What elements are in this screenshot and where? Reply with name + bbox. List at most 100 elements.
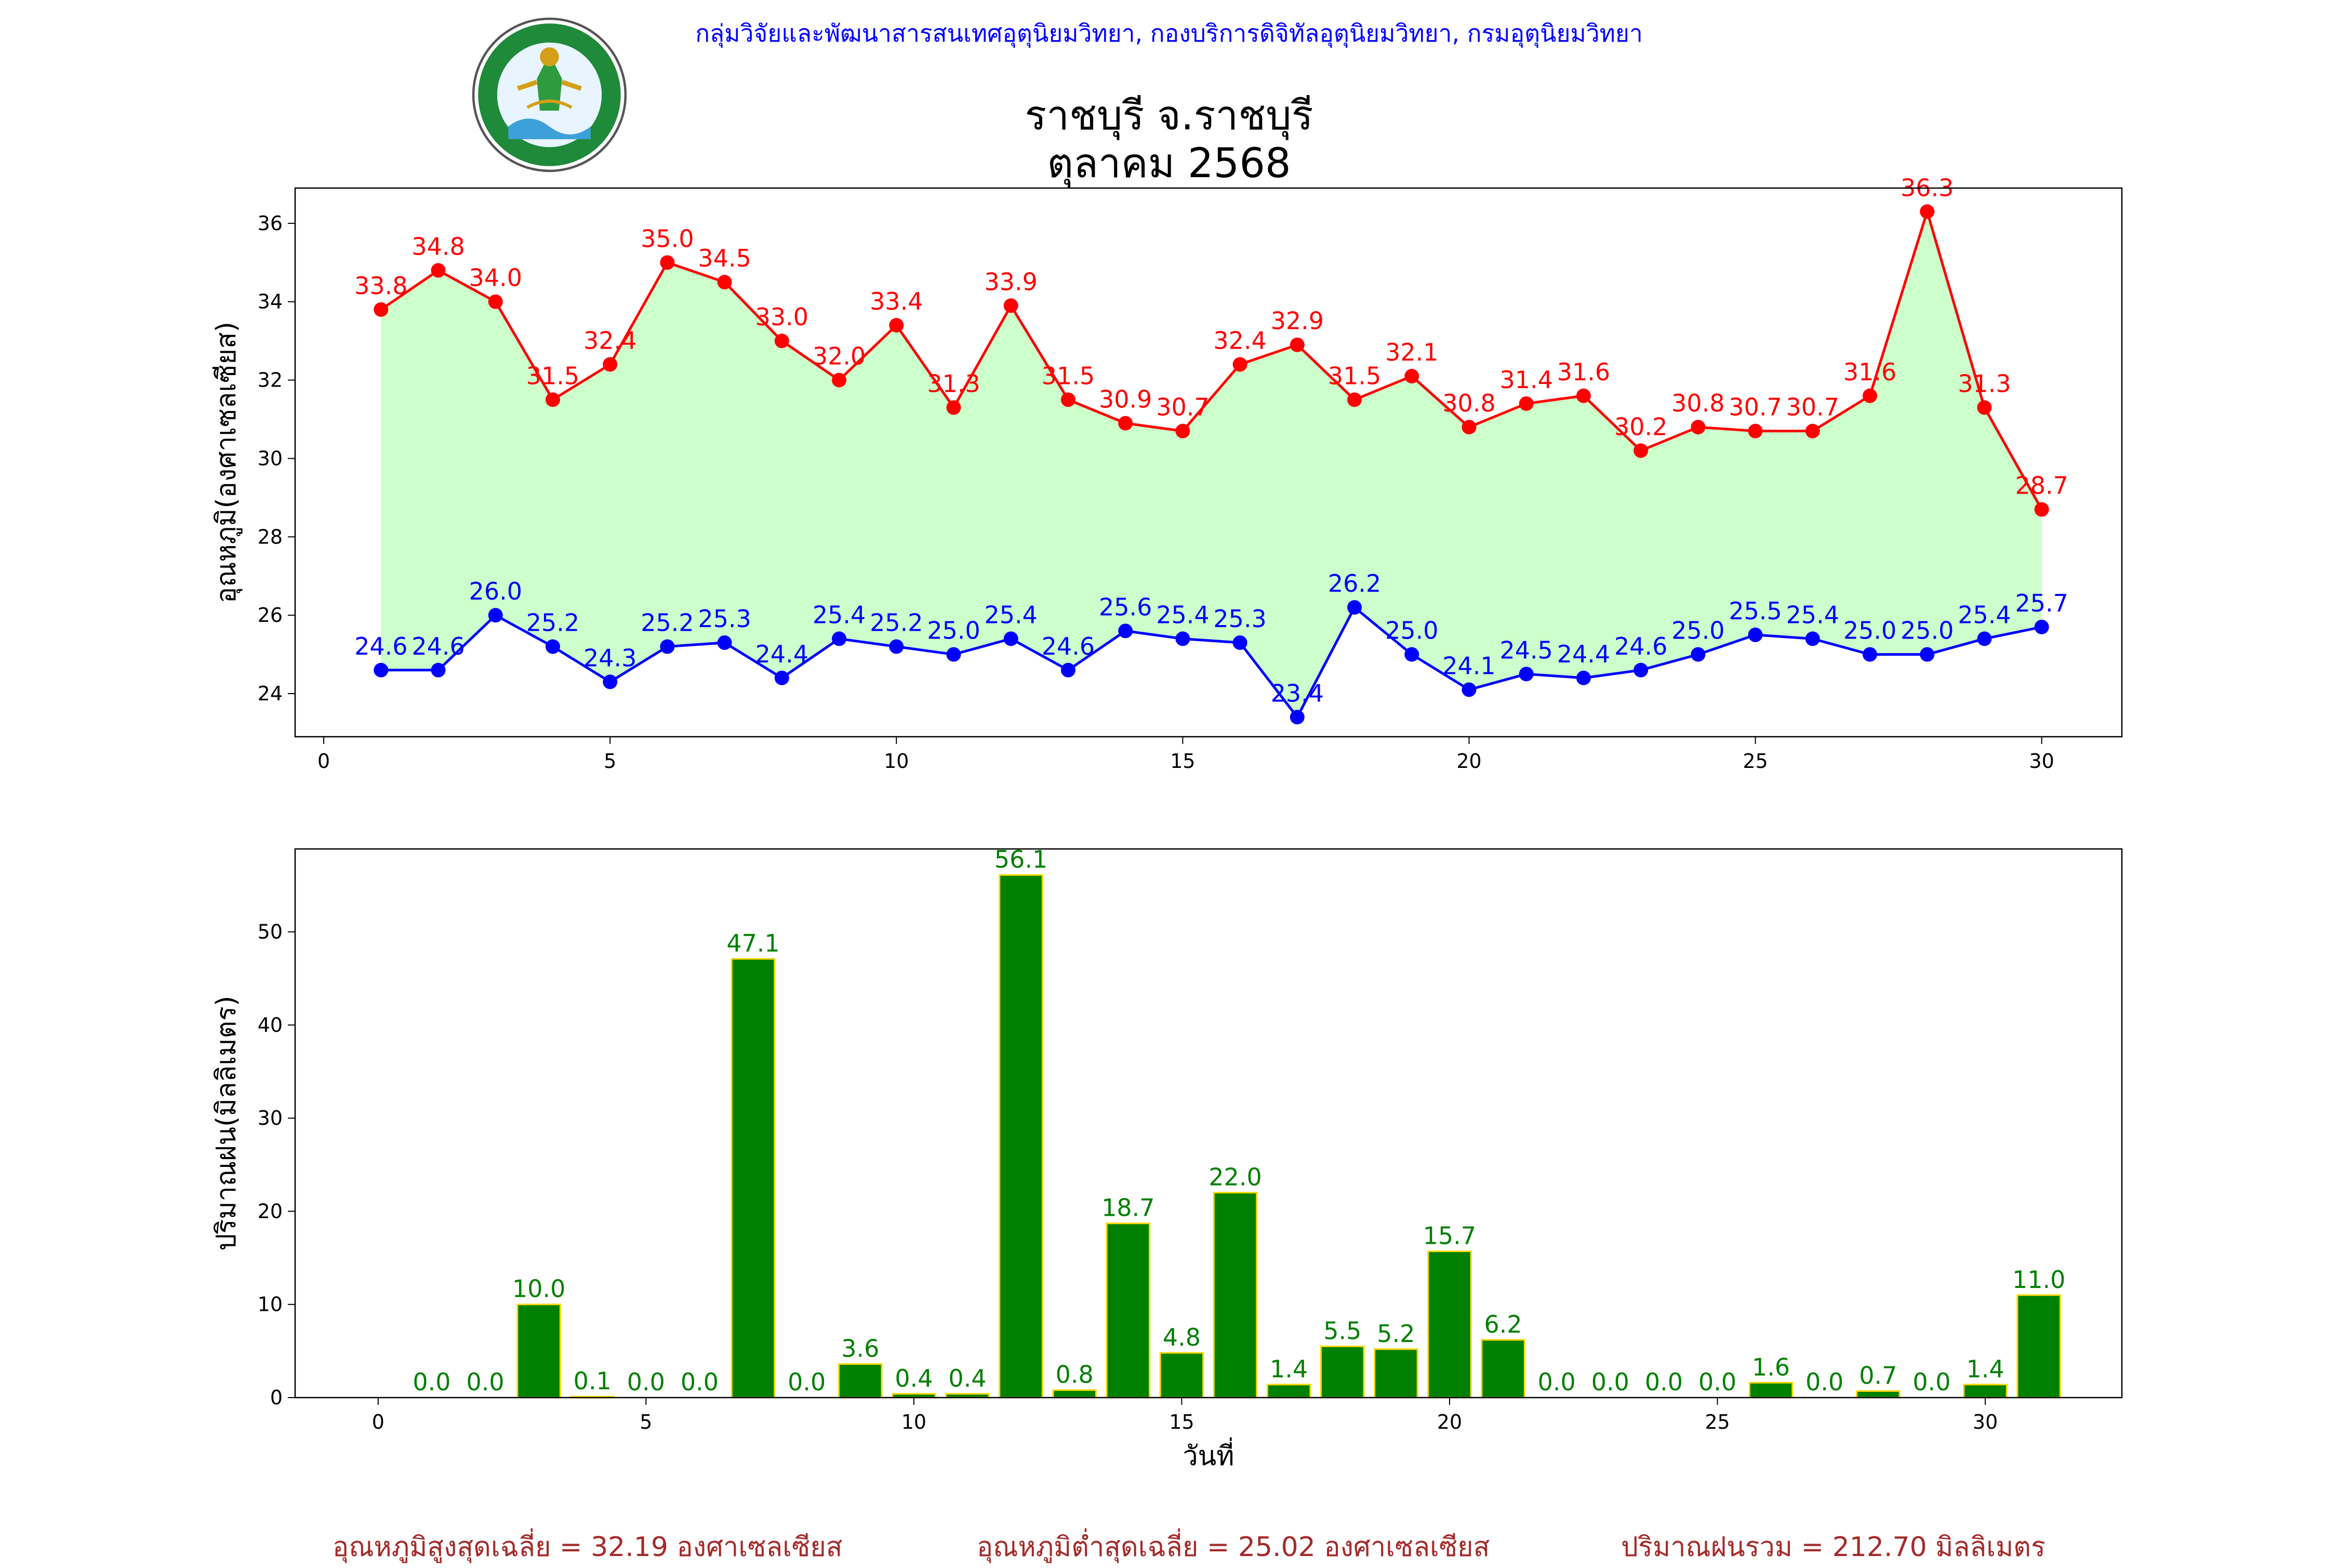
min-temperature-point [1519, 667, 1534, 682]
min-temperature-point [1003, 631, 1018, 646]
max-temperature-point [1290, 337, 1305, 352]
min-temperature-label: 25.0 [1901, 617, 1954, 645]
min-temperature-point [1118, 623, 1133, 639]
min-temperature-label: 26.0 [469, 577, 522, 605]
min-temperature-point [1462, 682, 1477, 697]
rainfall-bar [1748, 1381, 1794, 1399]
max-temperature-label: 30.8 [1442, 389, 1495, 417]
rainfall-x-tick-label: 15 [1169, 1411, 1194, 1433]
max-temperature-label: 34.8 [411, 232, 464, 260]
rainfall-bar [516, 1304, 561, 1399]
rainfall-bar [1320, 1345, 1365, 1399]
max-temperature-label: 33.8 [354, 272, 407, 300]
rainfall-label: 1.6 [1752, 1353, 1790, 1381]
min-temperature-label: 25.7 [2015, 589, 2068, 617]
rainfall-label: 15.7 [1423, 1222, 1476, 1250]
summary-avg-max: อุณหภูมิสูงสุดเฉลี่ย = 32.19 องศาเซลเซีย… [333, 1532, 843, 1563]
min-temperature-label: 25.0 [1671, 617, 1724, 645]
max-temperature-point [1977, 400, 1992, 415]
min-temperature-point [488, 608, 503, 623]
max-temperature-label: 31.5 [526, 362, 579, 390]
max-temperature-point [1462, 420, 1477, 435]
rainfall-label: 0.4 [895, 1364, 933, 1392]
rainfall-bar [1427, 1251, 1472, 1399]
min-temperature-point [1290, 710, 1305, 725]
temperature-range-fill [381, 211, 2042, 717]
rainfall-label: 0.0 [627, 1368, 665, 1396]
max-temperature-point [1920, 204, 1935, 219]
temperature-y-tick-label: 30 [258, 447, 283, 470]
min-temperature-label: 24.4 [755, 640, 808, 668]
temperature-y-tick-label: 24 [258, 682, 283, 705]
rainfall-label: 0.0 [1805, 1368, 1843, 1396]
min-temperature-point [1863, 647, 1878, 662]
rainfall-label: 0.0 [1698, 1368, 1736, 1396]
rainfall-label: 22.0 [1208, 1163, 1261, 1191]
rainfall-y-tick-label: 50 [258, 921, 283, 944]
max-temperature-label: 35.0 [641, 224, 694, 253]
max-temperature-point [660, 255, 675, 270]
max-temperature-label: 34.5 [698, 244, 751, 272]
min-temperature-point [946, 647, 961, 662]
rainfall-label: 1.4 [1966, 1355, 2004, 1383]
min-temperature-label: 25.4 [813, 601, 866, 629]
min-temperature-label: 24.5 [1500, 636, 1553, 664]
min-temperature-line [381, 605, 2042, 720]
max-temperature-label: 32.4 [583, 326, 636, 354]
rainfall-x-tick-label: 10 [901, 1411, 926, 1433]
max-temperature-label: 28.7 [2015, 472, 2068, 500]
max-temperature-label: 30.2 [1614, 413, 1667, 441]
temperature-plot-frame [294, 187, 2123, 738]
max-temperature-point [1576, 388, 1591, 403]
summary-avg-min: อุณหภูมิต่ำสุดเฉลี่ย = 25.02 องศาเซลเซีย… [977, 1532, 1490, 1563]
min-temperature-point [545, 639, 560, 654]
rainfall-bar [1052, 1389, 1097, 1399]
max-temperature-label: 31.3 [927, 369, 980, 397]
max-temperature-point [1863, 388, 1878, 403]
max-temperature-label: 33.4 [870, 287, 923, 315]
max-temperature-point [1691, 420, 1706, 435]
max-temperature-point [603, 357, 618, 372]
max-temperature-label: 32.1 [1385, 338, 1438, 366]
rainfall-x-tick-label: 5 [640, 1411, 652, 1433]
chart-title-month: ตุลาคม 2568 [1047, 140, 1291, 187]
max-temperature-point [774, 334, 789, 349]
max-temperature-label: 31.6 [1843, 358, 1896, 386]
rainfall-bar [730, 958, 776, 1399]
temperature-x-tick-label: 15 [1170, 750, 1195, 773]
rainfall-x-axis-label: วันที่ [1183, 1437, 1234, 1472]
min-temperature-point [1805, 631, 1820, 646]
rainfall-y-tick-label: 0 [270, 1386, 283, 1409]
temperature-x-tick-label: 0 [317, 750, 330, 773]
rainfall-x-tick-label: 30 [1973, 1411, 1998, 1433]
rainfall-x-tick-label: 25 [1705, 1411, 1730, 1433]
max-temperature-point [1347, 392, 1362, 407]
rainfall-y-axis-label: ปริมาณฝน(มิลลิเมตร) [211, 995, 242, 1251]
rainfall-label: 0.7 [1859, 1361, 1897, 1389]
max-temperature-point [1633, 443, 1649, 458]
min-temperature-point [2034, 619, 2049, 634]
min-temperature-point [660, 639, 675, 654]
rainfall-label: 0.0 [681, 1368, 719, 1396]
min-temperature-label: 24.6 [1614, 632, 1667, 660]
max-temperature-label: 30.7 [1786, 393, 1839, 421]
min-temperature-label: 25.4 [985, 601, 1038, 629]
max-temperature-label: 34.0 [469, 264, 522, 292]
rainfall-bar [1856, 1390, 1901, 1399]
min-temperature-label: 23.4 [1271, 679, 1324, 707]
max-temperature-point [1519, 396, 1534, 411]
max-temperature-label: 32.9 [1271, 307, 1324, 335]
min-temperature-label: 25.0 [1385, 617, 1438, 645]
min-temperature-point [1060, 662, 1075, 677]
rainfall-y-tick-label: 20 [258, 1200, 283, 1222]
rainfall-label: 0.0 [466, 1368, 504, 1396]
max-temperature-point [1175, 423, 1190, 438]
rainfall-bar [1266, 1384, 1311, 1399]
max-temperature-label: 30.7 [1729, 393, 1782, 421]
min-temperature-point [1633, 662, 1649, 677]
max-temperature-point [1404, 369, 1419, 384]
min-temperature-label: 25.0 [927, 617, 980, 645]
min-temperature-label: 25.0 [1843, 617, 1896, 645]
max-temperature-label: 30.8 [1671, 389, 1724, 417]
rainfall-label: 0.0 [1591, 1368, 1629, 1396]
